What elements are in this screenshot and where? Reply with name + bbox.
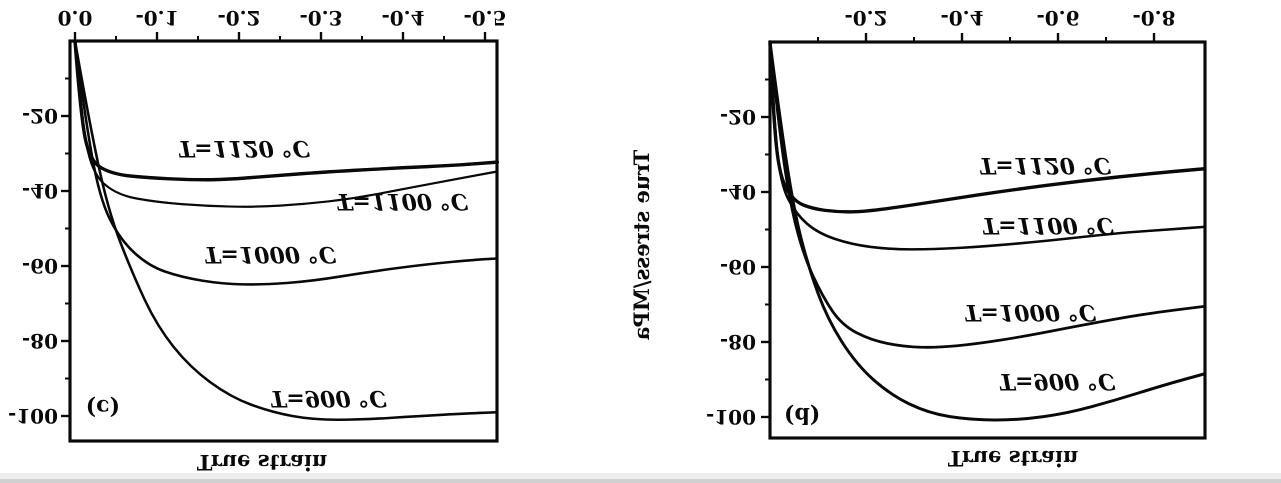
y-tick-label: -20 [720, 105, 756, 129]
x-axis-title: True strain [948, 446, 1079, 471]
x-tick-label: -0.5 [463, 6, 506, 30]
curve-T=1000°C [73, 39, 499, 286]
x-tick-label: -0.6 [1036, 6, 1079, 30]
curve-T=1100°C [73, 39, 499, 208]
y-axis-title: True stress/MPa [629, 150, 654, 341]
y-tick-label: -100 [706, 405, 756, 429]
x-tick-label: -0.8 [1132, 6, 1175, 30]
chart-panel-c: 0.0 -0.1 -0.2 -0.3 -0.4 -0.5 -20 -40 -60 -80 -100 T… [8, 6, 507, 475]
y-tick-label: -20 [22, 104, 58, 128]
curve-T=1100°C [768, 40, 1206, 251]
x-axis-title: True strain [197, 450, 328, 475]
panel-letter: (d) [784, 402, 820, 428]
panel-letter: (c) [86, 394, 120, 420]
y-tick-label: -40 [22, 179, 58, 203]
paper-edge-strip-light [0, 473, 1281, 479]
x-tick-label: -0.3 [299, 6, 342, 30]
curve-T=1120°C [73, 39, 499, 182]
curve-label-T=900°C: T=900 °C [270, 385, 387, 411]
curve-T=1120°C [768, 40, 1207, 214]
curve-T=1000°C [768, 40, 1206, 349]
y-tick-label: -40 [720, 180, 756, 204]
curve-label-T=1100°C: T=1100 °C [336, 188, 469, 214]
x-tick-label: -0.4 [381, 6, 424, 30]
y-tick-label: -80 [720, 330, 756, 354]
x-tick-label: -0.2 [844, 6, 887, 30]
y-tick-label: -80 [22, 329, 58, 353]
plot-border [768, 40, 1207, 440]
x-tick-label: 0.0 [58, 6, 93, 30]
y-tick-label: -100 [8, 404, 58, 428]
plot-border [68, 39, 499, 443]
curve-label-T=900°C: T=900 °C [999, 368, 1116, 394]
curve-label-T=1000°C: T=1000 °C [204, 241, 337, 267]
chart-panel-d: -0.2 -0.4 -0.6 -0.8 -20 -40 -60 -80 -100 T=900 °C… [629, 6, 1207, 471]
y-tick-label: -60 [22, 254, 58, 278]
curve-T=900°C [768, 40, 1206, 422]
mirror-group: 0.0 -0.1 -0.2 -0.3 -0.4 -0.5 -20 -40 -60 -80 -100 T… [0, 6, 1281, 483]
paper-edge-strip [0, 479, 1281, 483]
curve-label-T=1100°C: T=1100 °C [982, 212, 1115, 238]
x-tick-label: -0.4 [940, 6, 983, 30]
curve-label-T=1120°C: T=1120 °C [979, 152, 1112, 178]
curve-T=900°C [73, 39, 499, 422]
x-tick-label: -0.2 [217, 6, 260, 30]
y-tick-label: -60 [720, 255, 756, 279]
curve-label-T=1000°C: T=1000 °C [964, 299, 1097, 325]
x-tick-label: -0.1 [135, 6, 178, 30]
curve-label-T=1120°C: T=1120 °C [178, 135, 311, 161]
